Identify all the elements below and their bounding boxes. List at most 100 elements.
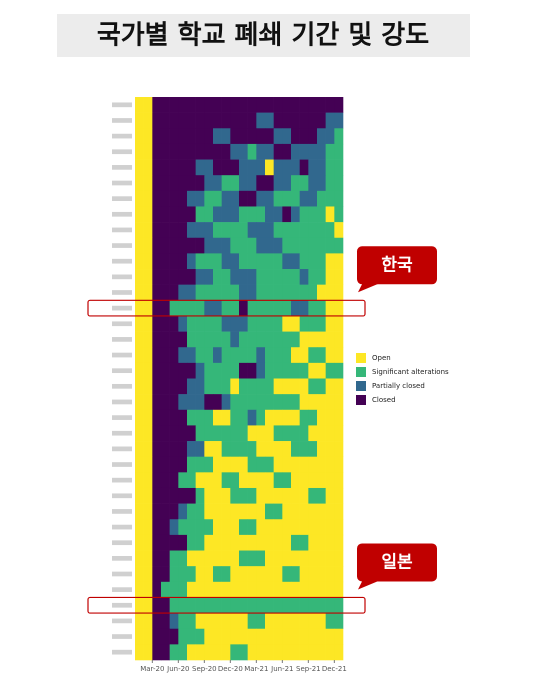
heat-cell — [161, 237, 170, 254]
heat-cell — [230, 362, 240, 379]
heat-cell — [213, 472, 222, 489]
heat-cell — [152, 222, 162, 239]
heat-cell — [334, 378, 344, 395]
heat-cell — [178, 175, 188, 192]
heat-cell — [135, 143, 144, 160]
heat-cell — [178, 456, 188, 473]
callout-box — [357, 246, 437, 285]
heat-cell — [187, 331, 196, 348]
heat-cell — [178, 425, 188, 442]
heat-cell — [299, 237, 309, 254]
heat-cell — [299, 472, 309, 489]
heat-cell — [213, 284, 222, 301]
heat-cell — [334, 597, 344, 614]
heat-cell — [299, 597, 309, 614]
heat-cell — [230, 97, 240, 113]
heat-cell — [299, 331, 309, 348]
callout-label: 일본 — [381, 552, 413, 572]
heat-cell — [325, 300, 335, 317]
heat-cell — [317, 284, 326, 301]
heat-cell — [143, 441, 153, 457]
heat-cell — [282, 222, 292, 239]
heat-cell — [152, 362, 162, 379]
heat-cell — [325, 347, 335, 364]
heat-cell — [317, 237, 326, 254]
heat-cell — [334, 613, 344, 630]
heat-cell — [273, 206, 283, 223]
heat-cell — [161, 613, 170, 630]
heat-cell — [230, 143, 240, 160]
heat-cell — [135, 519, 144, 536]
heat-cell — [221, 253, 231, 270]
heat-cell — [239, 284, 248, 301]
heat-cell — [169, 315, 179, 332]
heat-cell — [325, 237, 335, 254]
heat-cell — [230, 487, 240, 504]
heat-cell — [282, 206, 292, 223]
heat-cell — [161, 143, 170, 160]
heat-cell — [334, 519, 344, 536]
heat-cell — [135, 159, 144, 176]
heat-cell — [178, 159, 188, 176]
heat-cell — [334, 581, 344, 598]
heat-cell — [204, 300, 214, 317]
heat-cell — [187, 394, 196, 411]
heat-cell — [282, 175, 292, 192]
heat-cell — [247, 143, 257, 160]
heat-cell — [230, 628, 240, 645]
heat-cell — [247, 112, 257, 129]
heat-cell — [161, 394, 170, 411]
heat-cell — [325, 159, 335, 176]
heat-cell — [204, 472, 214, 489]
heat-cell — [187, 456, 196, 473]
heat-cell — [195, 175, 205, 192]
heat-cell — [317, 409, 326, 426]
heat-cell — [178, 143, 188, 160]
heat-cell — [299, 222, 309, 239]
heat-cell — [161, 362, 170, 379]
heat-cell — [152, 112, 162, 129]
heat-cell — [135, 425, 144, 442]
heat-cell — [282, 97, 292, 113]
heat-cell — [161, 253, 170, 270]
legend-swatch — [356, 367, 366, 377]
heat-cell — [169, 472, 179, 489]
heat-cell — [152, 206, 162, 223]
heat-cell — [169, 190, 179, 207]
heat-cell — [334, 644, 344, 661]
heat-cell — [213, 456, 222, 473]
heat-cell — [273, 300, 283, 317]
heat-cell — [325, 581, 335, 598]
heat-cell — [317, 425, 326, 442]
heat-cell — [299, 112, 309, 129]
heat-cell — [256, 378, 266, 395]
heat-cell — [265, 597, 274, 614]
heat-cell — [256, 425, 266, 442]
heat-cell — [256, 237, 266, 254]
heat-cell — [247, 581, 257, 598]
heat-cell — [221, 628, 231, 645]
heat-cell — [204, 487, 214, 504]
heat-cell — [221, 190, 231, 207]
heat-cell — [325, 378, 335, 395]
heat-cell — [143, 175, 153, 192]
heat-cell — [195, 190, 205, 207]
heat-cell — [299, 628, 309, 645]
heat-cell — [204, 628, 214, 645]
row-label-placeholder — [112, 368, 132, 374]
heat-cell — [265, 206, 274, 223]
heat-cell — [325, 425, 335, 442]
heat-cell — [282, 456, 292, 473]
heat-cell — [152, 487, 162, 504]
heat-cell — [135, 128, 144, 145]
heat-cell — [204, 534, 214, 551]
heat-cell — [291, 222, 300, 239]
heat-cell — [135, 628, 144, 645]
heat-cell — [273, 550, 283, 567]
heat-cell — [247, 128, 257, 145]
heat-cell — [265, 253, 274, 270]
heat-cell — [187, 628, 196, 645]
heat-cell — [178, 472, 188, 489]
heat-cell — [143, 456, 153, 473]
heat-cell — [230, 644, 240, 661]
